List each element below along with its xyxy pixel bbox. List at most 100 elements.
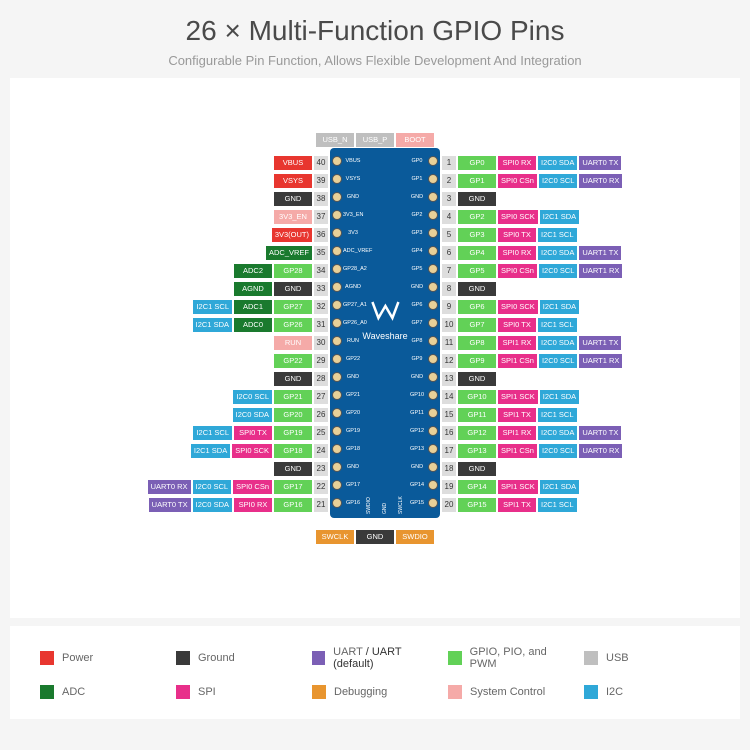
pin-tag: GND [274, 282, 312, 296]
legend-item: Power [40, 646, 166, 670]
pin-row: 19GP14SPI1 SCKI2C1 SDA [442, 480, 579, 494]
pin-number: 14 [442, 390, 456, 404]
pin-tag: GP21 [274, 390, 312, 404]
pin-number: 29 [314, 354, 328, 368]
pin-number: 32 [314, 300, 328, 314]
legend-swatch [448, 685, 462, 699]
pin-row: 4GP2SPI0 SCKI2C1 SDA [442, 210, 579, 224]
pin-row: 39VSYS [274, 174, 328, 188]
pin-number: 5 [442, 228, 456, 242]
chip-pin-label: GND [407, 194, 427, 200]
pin-row: 34GP28ADC2 [234, 264, 328, 278]
pin-tag: SPI0 CSn [498, 264, 537, 278]
pin-tag: SPI0 CSn [233, 480, 272, 494]
chip-pin-label: GP3 [407, 230, 427, 236]
pin-tag: GP15 [458, 498, 496, 512]
pin-tag: I2C0 SCL [539, 264, 578, 278]
pin-tag: SPI0 SCK [498, 300, 538, 314]
chip-pin-label: GP4 [407, 248, 427, 254]
legend-item: SPI [176, 685, 302, 699]
pin-tag: GND [274, 462, 312, 476]
pin-tag: GP1 [458, 174, 496, 188]
legend-label: ADC [62, 686, 85, 698]
pin-number: 38 [314, 192, 328, 206]
pin-row: 12GP9SPI1 CSnI2C0 SCLUART1 RX [442, 354, 622, 368]
pin-tag: GP20 [274, 408, 312, 422]
chip-pin-label: VBUS [343, 158, 363, 164]
legend-label: SPI [198, 686, 216, 698]
chip-pin-label: GP0 [407, 158, 427, 164]
chip-pin-label: GND [343, 374, 363, 380]
chip-bottom-labels: SWDIOGNDSWCLK [365, 507, 405, 513]
pin-tag: I2C1 SCL [193, 426, 232, 440]
pin-tag: GP26 [274, 318, 312, 332]
pin-tag: I2C0 SDA [538, 246, 577, 260]
pin-tag: RUN [274, 336, 312, 350]
legend-label: USB [606, 652, 629, 664]
top-connector-tags: USB_NUSB_PBOOT [316, 133, 434, 147]
legend-item: I2C [584, 685, 710, 699]
pin-number: 6 [442, 246, 456, 260]
chip-pin-label: GP28_A2 [343, 266, 363, 272]
pin-row: 11GP8SPI1 RXI2C0 SDAUART1 TX [442, 336, 621, 350]
pin-tag: SPI0 SCK [232, 444, 272, 458]
pin-row: 30RUN [274, 336, 328, 350]
pin-tag: GND [458, 372, 496, 386]
pin-row: 40VBUS [274, 156, 328, 170]
pin-row: 3GND [442, 192, 496, 206]
pin-number: 21 [314, 498, 328, 512]
chip-pin-label: GND [407, 374, 427, 380]
legend-swatch [312, 651, 325, 665]
pin-tag: 3V3_EN [274, 210, 312, 224]
pin-row: 373V3_EN [274, 210, 328, 224]
pin-row: 31GP26ADC0I2C1 SDA [193, 318, 328, 332]
pin-row: 26GP20I2C0 SDA [233, 408, 328, 422]
pin-row: 6GP4SPI0 RXI2C0 SDAUART1 TX [442, 246, 621, 260]
legend-label: Debugging [334, 686, 387, 698]
pin-tag: GP16 [274, 498, 312, 512]
legend-label: I2C [606, 686, 623, 698]
pin-tag: SPI0 CSn [498, 174, 537, 188]
chip-pin-label: GP16 [343, 500, 363, 506]
pin-tag: SPI1 RX [498, 336, 536, 350]
chip-pin-label: ADC_VREF [343, 248, 363, 254]
pin-tag: SPI1 CSn [498, 444, 537, 458]
legend-swatch [584, 651, 598, 665]
chip-pin-label: GP27_A1 [343, 302, 363, 308]
pin-row: 24GP18SPI0 SCKI2C1 SDA [191, 444, 328, 458]
pin-tag: I2C1 SDA [540, 300, 579, 314]
chip-pin-label: GP8 [407, 338, 427, 344]
legend-label: System Control [470, 686, 545, 698]
pin-number: 15 [442, 408, 456, 422]
pin-tag: UART0 RX [579, 444, 622, 458]
pin-tag: SPI0 TX [234, 426, 272, 440]
pin-number: 9 [442, 300, 456, 314]
pin-tag: SPI0 RX [498, 246, 536, 260]
chip-pin-label: GP14 [407, 482, 427, 488]
pin-tag: GP2 [458, 210, 496, 224]
pin-tag: GND [458, 192, 496, 206]
pin-tag: GP28 [274, 264, 312, 278]
logo-mark [362, 298, 407, 329]
pin-tag: ADC1 [234, 300, 272, 314]
pin-number: 13 [442, 372, 456, 386]
pin-tag: 3V3(OUT) [272, 228, 312, 242]
pin-tag: I2C0 SCL [233, 390, 272, 404]
pin-tag: I2C1 SDA [540, 210, 579, 224]
pin-tag: GP4 [458, 246, 496, 260]
pin-tag: GP12 [458, 426, 496, 440]
chip-pin-label: GP9 [407, 356, 427, 362]
pin-tag: ADC0 [234, 318, 272, 332]
pin-number: 23 [314, 462, 328, 476]
pinout-diagram: USB_NUSB_PBOOT Waveshare SWDIOGNDSWCLK V… [10, 108, 740, 578]
page-title: 26 × Multi-Function GPIO Pins [0, 15, 750, 47]
pin-number: 31 [314, 318, 328, 332]
legend-item: ADC [40, 685, 166, 699]
pin-tag: GP8 [458, 336, 496, 350]
pin-tag: SPI1 RX [498, 426, 536, 440]
pin-number: 34 [314, 264, 328, 278]
pin-tag: GP11 [458, 408, 496, 422]
pin-tag: GND [458, 282, 496, 296]
pin-tag: UART1 RX [579, 264, 622, 278]
pin-number: 24 [314, 444, 328, 458]
